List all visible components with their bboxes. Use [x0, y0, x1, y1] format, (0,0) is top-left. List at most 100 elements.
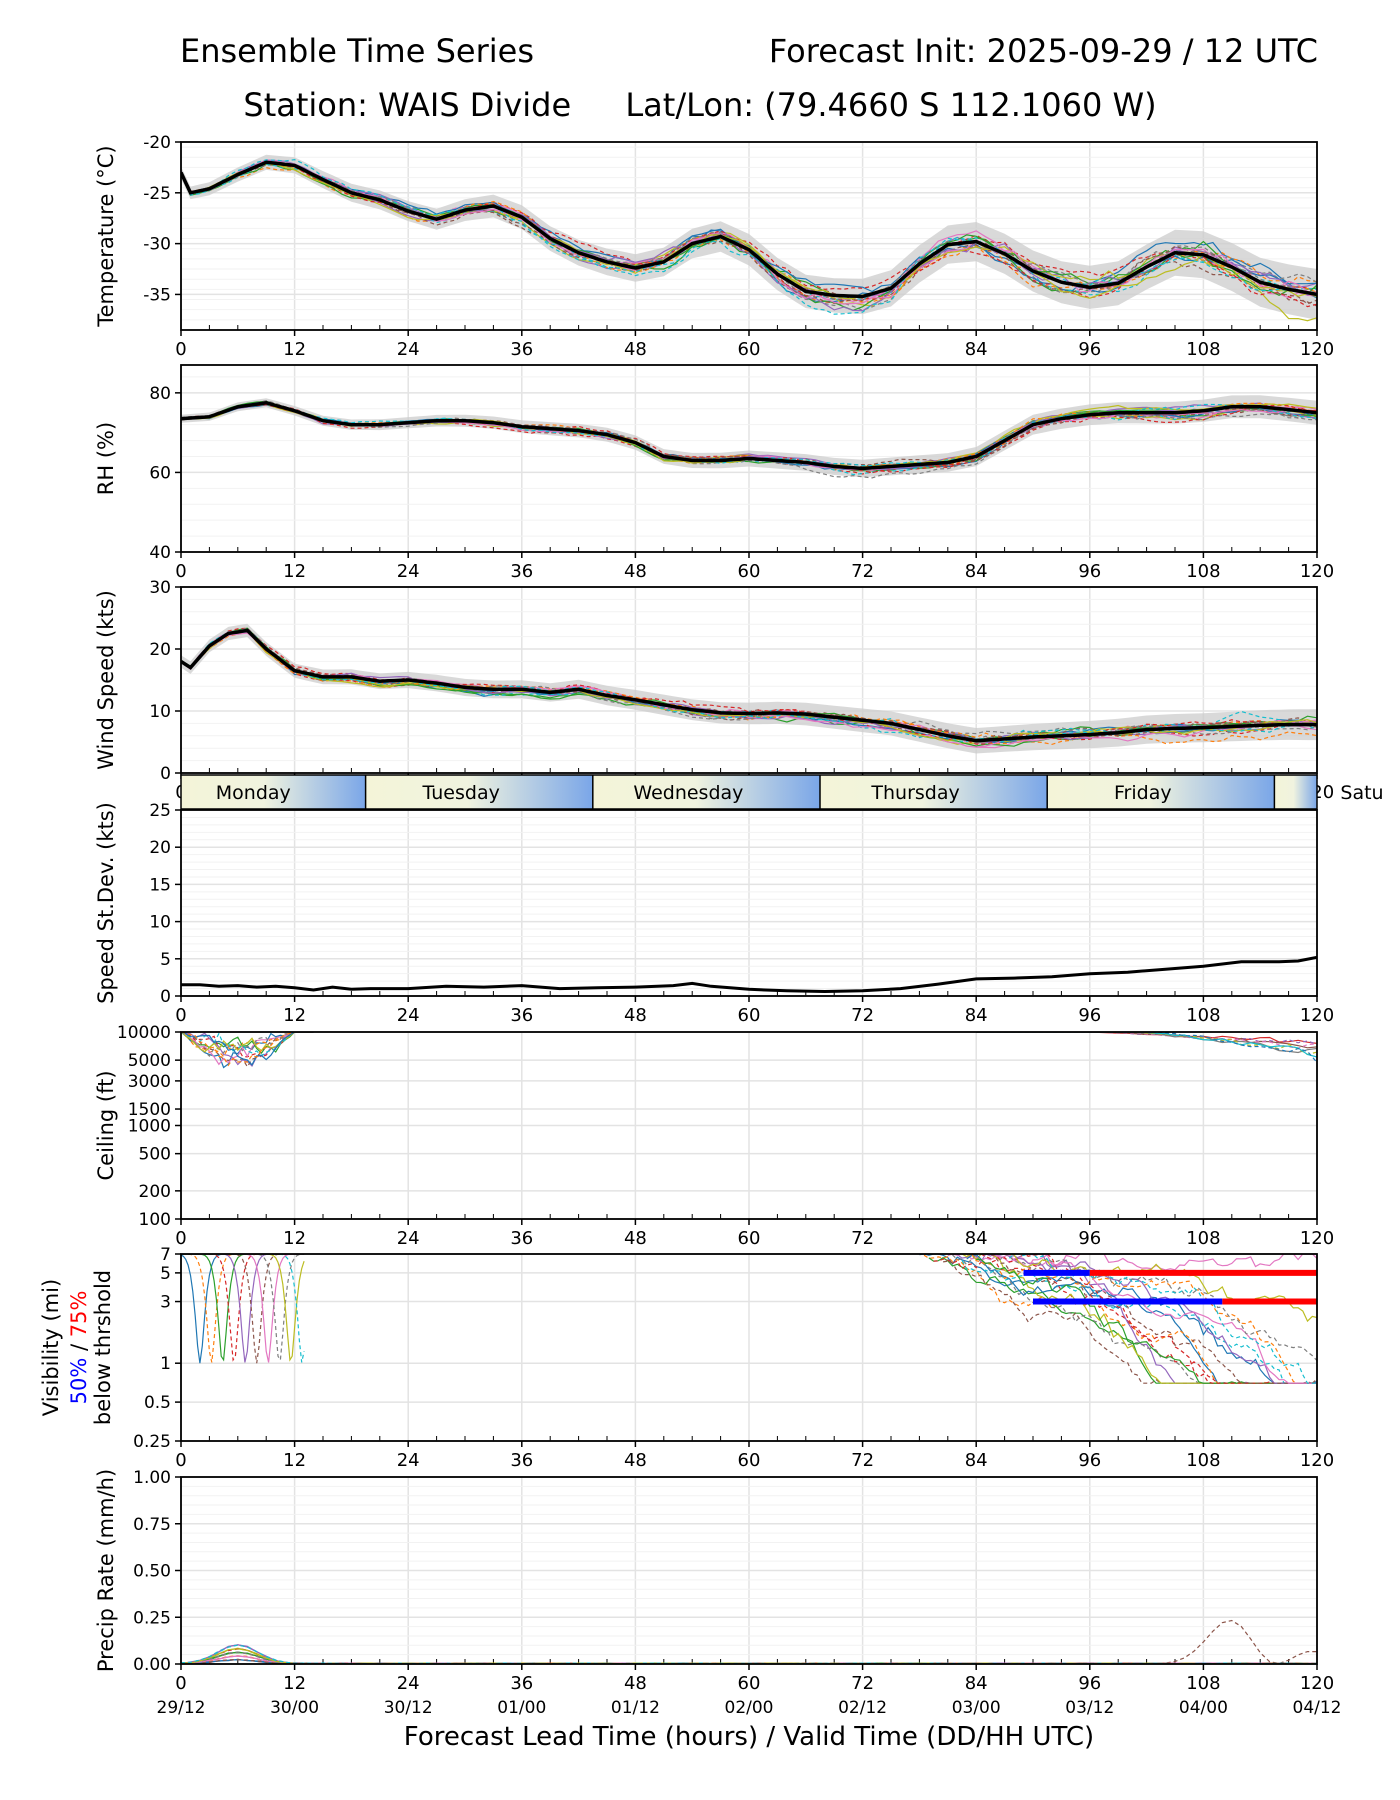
y-tick-label: -20 — [143, 133, 171, 153]
y-tick-label: 40 — [149, 543, 171, 563]
x-tick-label: 84 — [965, 339, 988, 360]
ensemble-member-line — [181, 627, 1317, 745]
panel-visibility: 0.25 0.5 1 3 57 0 12 24 36 48 60 72 84 96 108 120 Visibi… — [39, 1245, 1334, 1471]
day-band: Monday Tuesday Wednesday Thursday Friday Satu — [180, 774, 1384, 810]
plot-area-rh — [181, 395, 1317, 479]
y-axis-sublabel: 50% / 75% — [67, 1291, 91, 1405]
ensemble-member-line — [181, 1254, 305, 1362]
x-tick-label: 12 — [283, 1673, 306, 1694]
y-tick-label: -30 — [143, 235, 171, 255]
x-tick-label: 108 — [1186, 1005, 1220, 1026]
day-label: Satu — [1340, 782, 1383, 804]
ensemble-member-line — [181, 1254, 305, 1362]
ensemble-member-line — [976, 1032, 1317, 1063]
x-tick-label: 24 — [397, 1228, 420, 1249]
day-segment — [1047, 775, 1275, 809]
x-tick-label: 12 — [283, 1005, 306, 1026]
y-tick-label: 0.50 — [133, 1562, 171, 1582]
y-tick-label: 0.75 — [133, 1515, 171, 1535]
day-label: Thursday — [870, 782, 959, 804]
x-tick-label: 48 — [624, 1005, 647, 1026]
x-tick-label: 84 — [965, 1228, 988, 1249]
station-latlon: Lat/Lon: (79.4660 S 112.1060 W) — [625, 86, 1157, 124]
grid-visibility — [180, 1253, 1318, 1442]
x-tick-label: 60 — [738, 561, 761, 582]
x-tick-label: 0 — [175, 1450, 186, 1471]
x-tick-label: 48 — [624, 1450, 647, 1471]
valid-time-label: 04/12 — [1293, 1698, 1342, 1718]
y-tick-label: 3000 — [128, 1072, 171, 1092]
y-tick-label: 500 — [139, 1145, 171, 1165]
x-tick-label: 120 — [1300, 561, 1334, 582]
panel-precip: 0.00 0.25 0.50 0.75 1.00 0 12 24 36 48 60 72 84 96 108… — [94, 1468, 1342, 1752]
valid-time-label: 30/00 — [270, 1698, 319, 1718]
y-tick-label: 0.25 — [133, 1432, 171, 1452]
panel-windspeed: 010203001224364860728496108120Wind Speed… — [94, 578, 1334, 803]
x-tick-label: 24 — [397, 561, 420, 582]
x-tick-label: 36 — [510, 561, 533, 582]
y-tick-label: 10 — [149, 702, 171, 722]
y-axis-label-group: Visibility (mi) 50% / 75% below thrshold — [39, 1270, 115, 1425]
x-tick-label: 0 — [175, 1005, 186, 1026]
day-label: Wednesday — [633, 782, 743, 804]
y-tick-label: 60 — [149, 463, 171, 483]
ensemble-member-line — [994, 1254, 1317, 1384]
day-label: Monday — [216, 782, 291, 804]
x-tick-label: 48 — [624, 561, 647, 582]
y-tick-label: 20 — [149, 640, 171, 660]
x-tick-label: 12 — [283, 1450, 306, 1471]
x-tick-label: 12 — [283, 561, 306, 582]
x-tick-label: 24 — [397, 1450, 420, 1471]
x-tick-label: 12 — [283, 339, 306, 360]
x-tick-label: 72 — [851, 1673, 874, 1694]
grid-speed_stdev — [180, 809, 1318, 997]
x-tick-label: 60 — [738, 1228, 761, 1249]
x-tick-label: 96 — [1078, 561, 1101, 582]
x-tick-label: 84 — [965, 1450, 988, 1471]
x-tick-label: 120 — [1300, 1673, 1334, 1694]
y-axis-label: Temperature (°C) — [94, 145, 118, 327]
plot-area-ceiling — [181, 1032, 1317, 1069]
ensemble-member-line — [985, 1254, 1317, 1384]
panel-temperature: -35 -30 -25 -20 0 12 24 36 48 60 72 84 96 108 120 Tempe… — [94, 133, 1334, 360]
chart-title-right: Forecast Init: 2025-09-29 / 12 UTC — [768, 32, 1318, 70]
x-tick-label: 72 — [851, 1005, 874, 1026]
valid-time-label: 04/00 — [1179, 1698, 1228, 1718]
x-tick-label: 120 — [1300, 1005, 1334, 1026]
spread-band — [181, 395, 1317, 478]
x-tick-label: 24 — [397, 1673, 420, 1694]
grid-precip — [180, 1476, 1318, 1665]
y-tick-label: 5 — [160, 950, 171, 970]
y-axis-label: Speed St.Dev. (kts) — [94, 802, 118, 1004]
x-tick-label: 96 — [1078, 1228, 1101, 1249]
day-segment — [1274, 775, 1317, 809]
x-tick-label: 72 — [851, 1450, 874, 1471]
y-tick-label: 10 — [149, 913, 171, 933]
ensemble-member-line — [976, 1032, 1317, 1049]
x-tick-label: 36 — [510, 1450, 533, 1471]
y-tick-label: 100 — [139, 1210, 171, 1230]
ensemble-member-line — [181, 1254, 305, 1363]
x-tick-label: 108 — [1186, 1450, 1220, 1471]
x-tick-label: 84 — [965, 561, 988, 582]
y-axis-label: Precip Rate (mm/h) — [94, 1469, 118, 1672]
y-tick-label: 0.5 — [144, 1393, 171, 1413]
x-tick-label: 108 — [1186, 339, 1220, 360]
x-tick-label: 0 — [175, 561, 186, 582]
x-tick-label: 36 — [510, 1228, 533, 1249]
y-tick-label: 5000 — [128, 1051, 171, 1071]
y-tick-label: 0 — [160, 987, 171, 1007]
x-tick-label: 60 — [738, 1005, 761, 1026]
y-tick-label: -25 — [143, 184, 171, 204]
x-tick-label: 48 — [624, 1228, 647, 1249]
x-tick-label: 60 — [738, 1673, 761, 1694]
ensemble-member-line — [181, 158, 1317, 315]
ensemble-mean-line — [181, 160, 1317, 299]
x-tick-label: 36 — [510, 1005, 533, 1026]
x-tick-label: 120 — [1300, 339, 1334, 360]
day-segment — [365, 775, 593, 809]
station-name: Station: WAIS Divide — [243, 86, 572, 124]
vis-slash: / — [67, 1337, 91, 1357]
y-tick-label: 7 — [160, 1245, 171, 1265]
